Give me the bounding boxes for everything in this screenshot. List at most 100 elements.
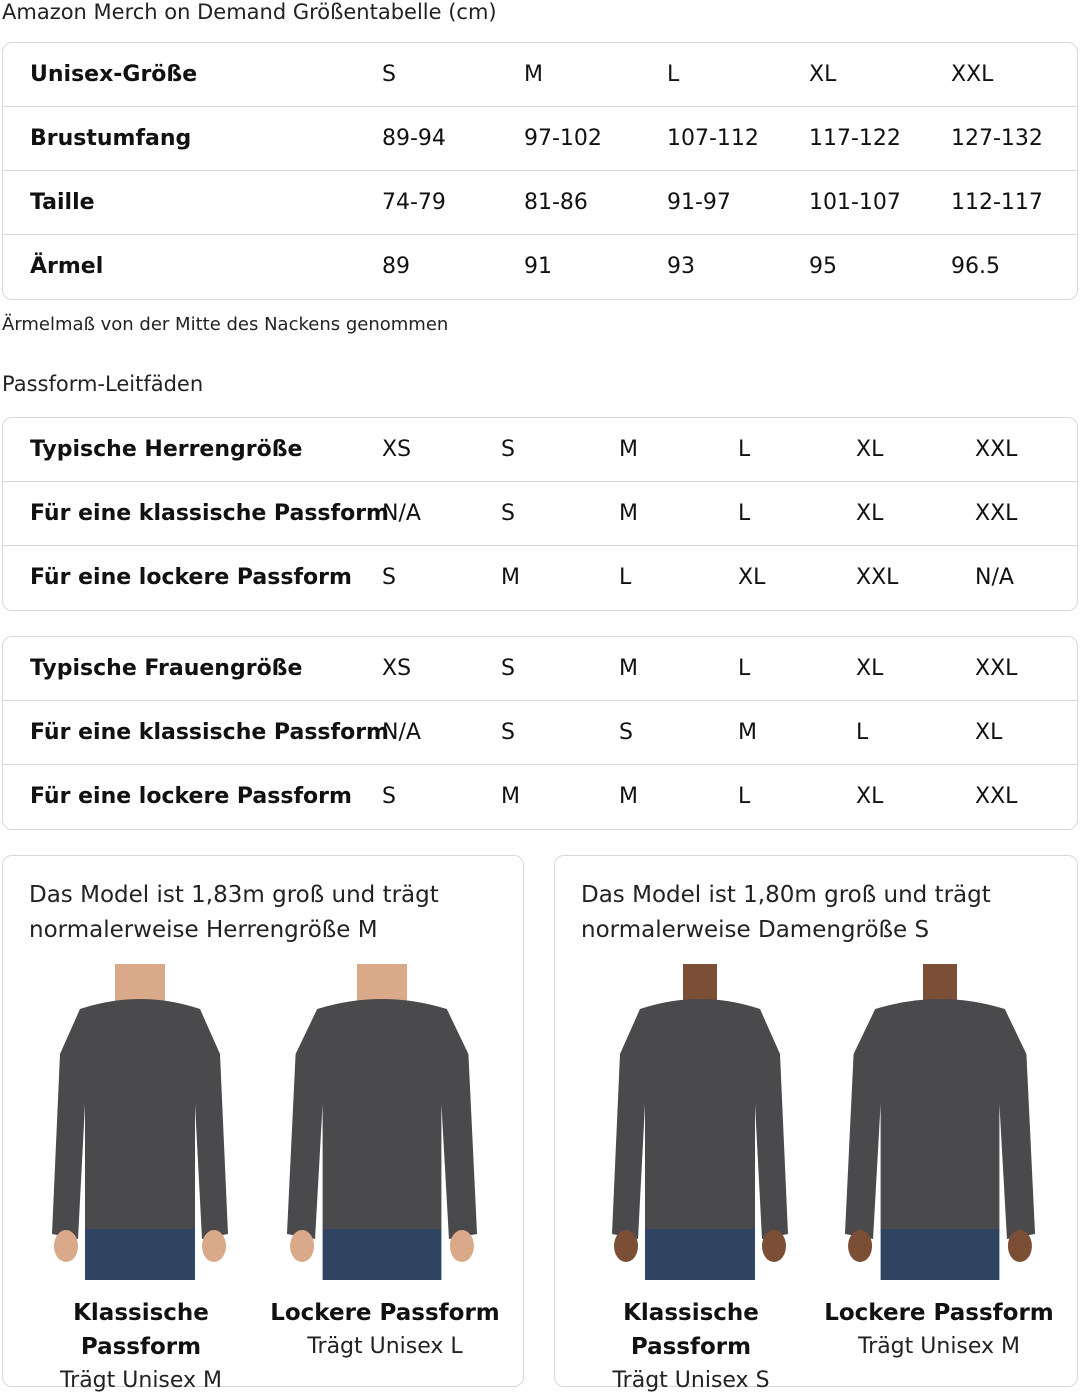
- neck: [683, 964, 717, 1004]
- table-cell: M: [524, 62, 543, 87]
- jeans: [645, 1229, 755, 1280]
- model-description: Das Model ist 1,80m groß und trägt normal…: [581, 878, 991, 948]
- model-description: Das Model ist 1,83m groß und trägt normal…: [29, 878, 439, 948]
- row-label: Ärmel: [30, 254, 104, 279]
- table-cell: 89-94: [382, 126, 446, 151]
- neck: [923, 964, 957, 1004]
- table-cell: M: [619, 784, 638, 809]
- table-cell: M: [501, 784, 520, 809]
- sweatshirt: [844, 999, 1036, 1239]
- sweatshirt: [286, 999, 478, 1239]
- fit-title: Klassische Passform: [73, 1300, 209, 1360]
- table-cell: M: [619, 656, 638, 681]
- model-figure: [844, 964, 1036, 1280]
- men-model-card: Das Model ist 1,83m groß und trägt normal…: [2, 855, 524, 1393]
- table-row: Für eine lockere Passform S M L XL XXL N/A: [3, 546, 1077, 610]
- table-cell: XXL: [856, 565, 899, 590]
- table-row: Brustumfang 89-94 97-102 107-112 117-122 127-…: [3, 107, 1077, 171]
- table-cell: XXL: [975, 501, 1018, 526]
- table-cell: 107-112: [667, 126, 759, 151]
- table-row: Unisex-Größe S M L XL XXL: [3, 43, 1077, 107]
- row-label: Taille: [30, 190, 95, 215]
- right-hand: [762, 1230, 786, 1262]
- right-hand: [1007, 1230, 1032, 1262]
- table-cell: XL: [856, 784, 884, 809]
- left-hand: [290, 1230, 315, 1262]
- table-cell: XL: [856, 656, 884, 681]
- table-row: Typische Frauengröße XS S M L XL XXL: [3, 637, 1077, 701]
- row-label: Für eine lockere Passform: [30, 565, 352, 590]
- table-cell: M: [738, 720, 757, 745]
- desc-line: Das Model ist 1,80m groß und trägt: [581, 882, 991, 908]
- model-photo: [605, 964, 795, 1280]
- table-cell: XXL: [951, 62, 994, 87]
- men-fit-table: Typische Herrengröße XS S M L XL XXL Für eine k…: [2, 417, 1078, 611]
- row-label: Für eine klassische Passform: [30, 720, 389, 745]
- row-label: Typische Frauengröße: [30, 656, 303, 681]
- table-cell: 97-102: [524, 126, 602, 151]
- sweatshirt: [612, 999, 788, 1239]
- table-cell: L: [619, 565, 632, 590]
- right-hand: [202, 1230, 226, 1262]
- table-cell: L: [667, 62, 680, 87]
- model-figure: [612, 964, 788, 1280]
- table-row: Für eine klassische Passform N/A S S M L XL: [3, 701, 1077, 765]
- row-label: Unisex-Größe: [30, 62, 198, 87]
- table-cell: XL: [738, 565, 766, 590]
- fit-guide-heading: Passform-Leitfäden: [2, 372, 204, 396]
- table-cell: XL: [975, 720, 1003, 745]
- table-cell: 96.5: [951, 254, 1000, 279]
- fit-title: Lockere Passform: [824, 1300, 1054, 1326]
- table-cell: L: [738, 656, 751, 681]
- table-cell: XL: [856, 501, 884, 526]
- table-cell: 74-79: [382, 190, 446, 215]
- table-cell: XS: [382, 437, 412, 462]
- table-cell: L: [738, 501, 751, 526]
- page-title: Amazon Merch on Demand Größentabelle (cm…: [2, 0, 497, 24]
- table-cell: M: [501, 565, 520, 590]
- table-row: Für eine lockere Passform S M M L XL XXL: [3, 765, 1077, 829]
- sleeve-note: Ärmelmaß von der Mitte des Nackens genom…: [2, 314, 449, 335]
- desc-line: normalerweise Damengröße S: [581, 917, 930, 943]
- model-photo: [286, 964, 478, 1280]
- fit-size: Trägt Unisex M: [857, 1334, 1021, 1359]
- table-cell: L: [738, 437, 751, 462]
- neck: [357, 964, 407, 1004]
- left-hand: [848, 1230, 873, 1262]
- fit-caption: Klassische Passform Trägt Unisex S: [561, 1296, 821, 1398]
- table-cell: N/A: [382, 720, 421, 745]
- table-cell: XL: [809, 62, 837, 87]
- desc-line: Das Model ist 1,83m groß und trägt: [29, 882, 439, 908]
- jeans: [322, 1229, 442, 1280]
- row-label: Für eine klassische Passform: [30, 501, 389, 526]
- jeans: [880, 1229, 1000, 1280]
- left-hand: [54, 1230, 78, 1262]
- fit-size: Trägt Unisex L: [307, 1334, 463, 1359]
- table-cell: S: [619, 720, 633, 745]
- table-cell: XXL: [975, 784, 1018, 809]
- women-fit-table: Typische Frauengröße XS S M L XL XXL Für eine k…: [2, 636, 1078, 830]
- fit-size: Trägt Unisex M: [59, 1368, 223, 1393]
- row-label: Typische Herrengröße: [30, 437, 303, 462]
- fit-caption: Lockere Passform Trägt Unisex L: [255, 1296, 515, 1364]
- desc-line: normalerweise Herrengröße M: [29, 917, 378, 943]
- women-model-card: Das Model ist 1,80m groß und trägt normal…: [554, 855, 1078, 1393]
- table-row: Taille 74-79 81-86 91-97 101-107 112-117: [3, 171, 1077, 235]
- table-cell: S: [501, 501, 515, 526]
- table-cell: N/A: [975, 565, 1014, 590]
- table-cell: L: [856, 720, 869, 745]
- table-cell: S: [501, 656, 515, 681]
- table-row: Typische Herrengröße XS S M L XL XXL: [3, 418, 1077, 482]
- table-row: Ärmel 89 91 93 95 96.5: [3, 235, 1077, 299]
- table-cell: S: [382, 565, 396, 590]
- right-hand: [449, 1230, 474, 1262]
- table-cell: 127-132: [951, 126, 1043, 151]
- table-cell: XXL: [975, 656, 1018, 681]
- fit-size: Trägt Unisex S: [612, 1368, 770, 1393]
- table-row: Für eine klassische Passform N/A S M L XL XXL: [3, 482, 1077, 546]
- sweatshirt: [52, 999, 228, 1239]
- table-cell: S: [501, 720, 515, 745]
- table-cell: 81-86: [524, 190, 588, 215]
- fit-title: Lockere Passform: [270, 1300, 500, 1326]
- table-cell: XL: [856, 437, 884, 462]
